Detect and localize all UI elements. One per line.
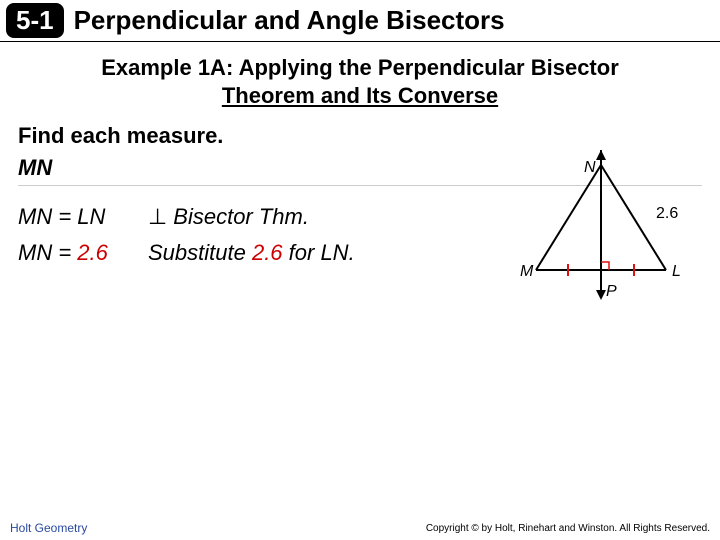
work-equation-1: MN = LN [18, 204, 148, 230]
label-M: M [520, 263, 534, 280]
geometry-diagram: N M L P 2.6 [506, 150, 696, 310]
work-reason-2: Substitute 2.6 for LN. [148, 240, 355, 266]
footer-brand: Holt Geometry [10, 521, 87, 535]
perpendicular-symbol: ⊥ [148, 204, 167, 229]
eq2-value: 2.6 [77, 240, 108, 265]
example-title-line2: Theorem and Its Converse [222, 83, 498, 108]
work-equation-2: MN = 2.6 [18, 240, 148, 266]
reason-2-pre: Substitute [148, 240, 252, 265]
work-reason-1: ⊥ Bisector Thm. [148, 204, 309, 230]
chapter-header: 5-1 Perpendicular and Angle Bisectors [0, 0, 720, 42]
reason-2-post: for LN. [283, 240, 355, 265]
eq2-prefix: MN = [18, 240, 77, 265]
slide-footer: Holt Geometry Copyright © by Holt, Rineh… [0, 516, 720, 540]
instruction-text: Find each measure. [18, 123, 702, 149]
label-N: N [584, 159, 596, 176]
chapter-title: Perpendicular and Angle Bisectors [74, 5, 505, 36]
reason-2-value: 2.6 [252, 240, 283, 265]
footer-copyright: Copyright © by Holt, Rinehart and Winsto… [426, 523, 710, 534]
example-title-line1: Example 1A: Applying the Perpendicular B… [101, 55, 619, 80]
label-L: L [672, 263, 681, 280]
reason-1-text: Bisector Thm. [167, 204, 309, 229]
label-2-6: 2.6 [656, 205, 678, 222]
section-number-badge: 5-1 [6, 3, 64, 38]
label-P: P [606, 283, 617, 300]
example-title: Example 1A: Applying the Perpendicular B… [18, 54, 702, 109]
